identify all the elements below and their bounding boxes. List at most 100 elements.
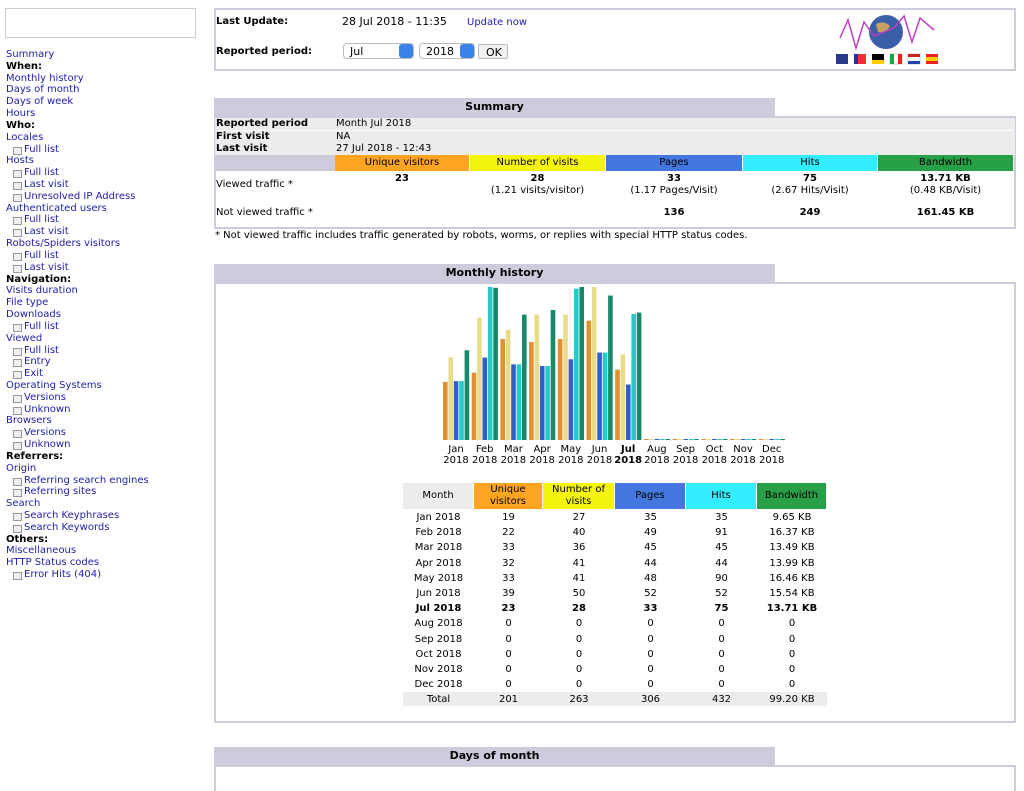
table-cell: 0	[718, 618, 725, 630]
menu-sublink[interactable]: Search Keywords	[24, 521, 110, 533]
table-cell: 0	[788, 648, 796, 660]
table-cell: 0	[718, 664, 725, 675]
month-select[interactable]: Jul	[343, 43, 414, 59]
menu-sublink[interactable]: Versions	[24, 427, 66, 439]
bar	[683, 439, 688, 440]
menu-sublink[interactable]: Exit	[24, 368, 43, 380]
bar	[482, 357, 488, 440]
page-icon	[13, 252, 22, 261]
menu-link[interactable]: Browsers	[6, 415, 52, 427]
table-cell: 0	[505, 633, 512, 645]
menu-sublink[interactable]: Unknown	[24, 439, 71, 451]
menu-sublink[interactable]: Full list	[24, 344, 59, 356]
menu-link[interactable]: Visits duration	[6, 285, 78, 297]
menu-sublink[interactable]: Error Hits (404)	[24, 569, 102, 581]
menu-heading: Who:	[6, 119, 36, 131]
menu-link[interactable]: Locales	[6, 131, 44, 143]
menu-sublink[interactable]: Full list	[24, 214, 59, 226]
menu-sublink[interactable]: Full list	[24, 167, 59, 179]
menu-sublink[interactable]: Last visit	[24, 179, 69, 191]
info-value: NA	[336, 130, 351, 142]
menu-link[interactable]: Miscellaneous	[6, 545, 77, 557]
table-cell: 9.65 KB	[772, 512, 812, 523]
table-cell: 16.46 KB	[769, 572, 815, 584]
menu-sublink[interactable]: Last visit	[24, 261, 69, 273]
table-cell: Feb 2018	[415, 527, 462, 539]
bar	[522, 314, 527, 440]
bar	[505, 329, 511, 440]
menu-sublink[interactable]: Full list	[24, 249, 59, 261]
year-label: 2018	[471, 455, 498, 466]
menu-sublink[interactable]: Referring search engines	[24, 474, 149, 486]
table-cell: Jul 2018	[415, 603, 462, 615]
table-header: Hits	[686, 483, 756, 509]
site-box	[5, 8, 196, 38]
table-cell: 13.99 KB	[769, 557, 815, 569]
month-label: Dec	[762, 444, 782, 455]
menu-link[interactable]: Days of week	[6, 96, 74, 108]
menu-heading: When:	[6, 60, 43, 72]
menu-sublink[interactable]: Entry	[24, 356, 51, 368]
menu-sublink[interactable]: Full list	[24, 320, 59, 332]
column-header: Pages	[606, 155, 742, 171]
bar	[780, 439, 785, 440]
info-label: Reported period	[216, 118, 308, 129]
menu-link[interactable]: Hosts	[6, 155, 34, 167]
menu-sublink[interactable]: Last visit	[24, 226, 69, 238]
info-value: 27 Jul 2018 - 12:43	[336, 143, 432, 154]
ok-button[interactable]: OK	[478, 44, 508, 59]
page-icon	[13, 477, 22, 486]
column-header: Hits	[743, 155, 877, 171]
menu-link[interactable]: Viewed	[6, 332, 43, 344]
year-label: 2018	[672, 455, 699, 466]
bar	[626, 384, 631, 440]
menu-heading: Navigation:	[6, 273, 72, 285]
menu-link[interactable]: Authenticated users	[6, 202, 107, 214]
bar	[636, 312, 642, 440]
page-icon	[13, 442, 22, 451]
table-cell: Dec 2018	[414, 679, 463, 691]
bar	[769, 439, 775, 440]
bar	[694, 439, 699, 440]
bar	[631, 313, 636, 440]
menu-link[interactable]: Days of month	[6, 84, 80, 96]
menu-sublink[interactable]: Unknown	[24, 403, 71, 415]
menu-sublink[interactable]: Search Keyphrases	[24, 509, 120, 521]
table-cell: 35	[644, 512, 657, 523]
menu-link[interactable]: Hours	[6, 108, 36, 120]
table-cell: 23	[501, 603, 516, 615]
menu-link[interactable]: HTTP Status codes	[6, 557, 100, 569]
menu-link[interactable]: Origin	[6, 462, 37, 474]
table-header: Unique visitors	[474, 483, 542, 509]
table-cell: May 2018	[413, 572, 464, 584]
table-cell: Jan 2018	[416, 512, 461, 523]
menu-link[interactable]: Search	[6, 498, 41, 510]
table-cell: 0	[505, 664, 512, 675]
menu-link[interactable]: Operating Systems	[6, 379, 102, 391]
bar	[563, 314, 568, 440]
bar	[471, 372, 477, 440]
menu-link[interactable]: Robots/Spiders visitors	[6, 238, 121, 250]
table-cell: Nov 2018	[414, 664, 463, 675]
menu-link[interactable]: Downloads	[6, 309, 61, 321]
label: Reported period:	[216, 46, 312, 57]
bar	[665, 439, 671, 440]
bar	[602, 352, 608, 440]
section-box	[214, 765, 1016, 791]
not-viewed-value: 136	[663, 207, 685, 218]
row-bg	[215, 143, 1015, 155]
table-cell: 0	[575, 633, 583, 645]
bar	[529, 342, 534, 440]
menu-sublink[interactable]: Unresolved IP Address	[24, 190, 136, 202]
menu-link[interactable]: File type	[6, 297, 49, 309]
menu-link[interactable]: Monthly history	[6, 72, 84, 84]
menu-link[interactable]: Summary	[6, 49, 55, 60]
bar	[487, 287, 493, 440]
update-link[interactable]: Update now	[467, 17, 528, 28]
year-select[interactable]: 2018	[419, 43, 475, 59]
bar	[712, 439, 717, 440]
menu-sublink[interactable]: Full list	[24, 143, 59, 155]
menu-sublink[interactable]: Referring sites	[24, 486, 97, 498]
menu-sublink[interactable]: Versions	[24, 391, 66, 403]
section-box	[214, 116, 1016, 229]
